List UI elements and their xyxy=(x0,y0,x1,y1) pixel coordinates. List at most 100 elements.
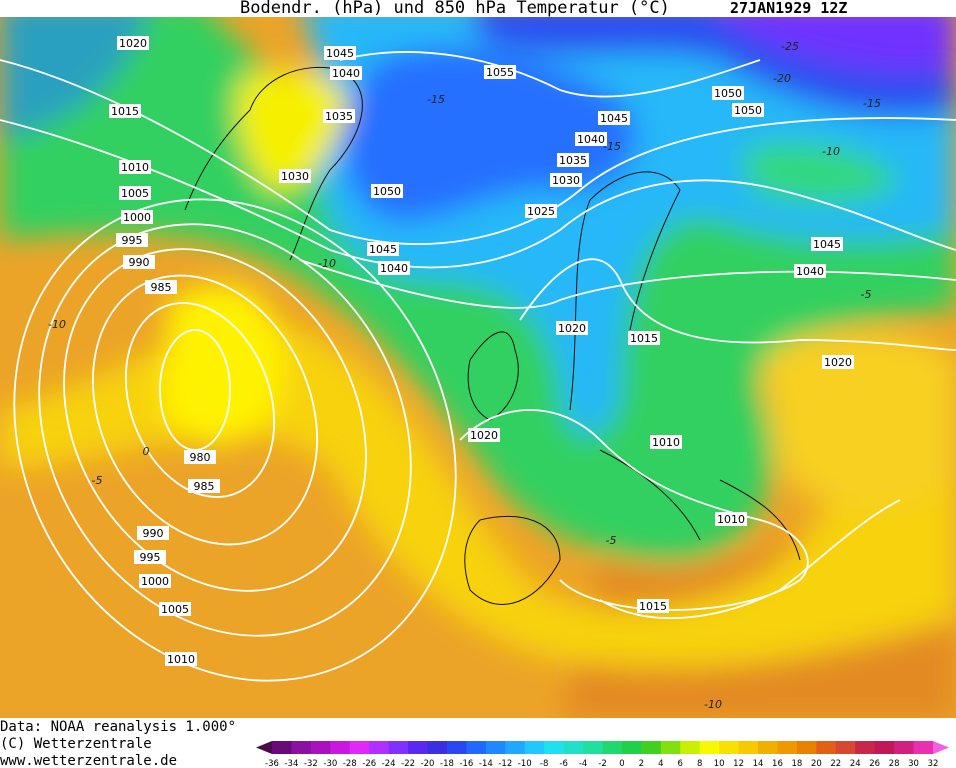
isobar-label: 980 xyxy=(190,451,211,464)
isobar-label: 995 xyxy=(122,234,143,247)
coastlines xyxy=(184,66,801,605)
colorbar-cell xyxy=(272,741,292,754)
isobar-label: 1030 xyxy=(552,174,580,187)
isobar-label-bg xyxy=(715,512,747,526)
colorbar-cell xyxy=(758,741,778,754)
isobar-label-bg xyxy=(123,255,155,269)
isobar-label: 1000 xyxy=(123,211,151,224)
isobar-label: 1015 xyxy=(639,600,667,613)
colorbar-tick-label: -30 xyxy=(323,759,337,768)
isobar-label-bg xyxy=(525,204,557,218)
colorbar-tick-label: 2 xyxy=(639,759,644,768)
colorbar-arrow-high xyxy=(933,741,949,754)
colorbar-tick-label: -28 xyxy=(343,759,357,768)
colorbar-cell xyxy=(330,741,351,754)
colorbar-cell xyxy=(291,741,312,754)
footer-url: www.wetterzentrale.de xyxy=(0,753,177,768)
colorbar-tick-label: -10 xyxy=(518,759,532,768)
isobar-label: 1010 xyxy=(652,436,680,449)
isobar-label-bg xyxy=(575,132,607,146)
colorbar-tick-label: -18 xyxy=(440,759,454,768)
isobar-label-bg xyxy=(557,153,589,167)
isobar-label-bg xyxy=(119,160,151,174)
colorbar-tick-label: 12 xyxy=(733,759,744,768)
isobar-label-bg xyxy=(159,602,191,616)
colorbar-cell xyxy=(446,741,467,754)
colorbar-cell xyxy=(544,741,565,754)
colorbar-tick-label: -36 xyxy=(265,759,279,768)
colorbar-cell xyxy=(427,741,448,754)
temperature-label: -20 xyxy=(773,72,791,85)
isobar-label-bg xyxy=(324,46,356,60)
isobar-label-bg xyxy=(117,36,149,50)
isobar-label-bg xyxy=(165,652,197,666)
colorbar-tick-label: 32 xyxy=(928,759,939,768)
isobar-label-bg xyxy=(712,86,744,100)
footer-source: Data: NOAA reanalysis 1.000° xyxy=(0,719,236,735)
colorbar-tick-label: -6 xyxy=(559,759,567,768)
colorbar-tick-label: 30 xyxy=(908,759,919,768)
isobar-label-bg xyxy=(732,103,764,117)
colorbar-tick-label: -26 xyxy=(362,759,376,768)
colorbar-cell xyxy=(583,741,603,754)
colorbar-cell xyxy=(524,741,545,754)
isobar-label: 1020 xyxy=(119,37,147,50)
temperature-label: -15 xyxy=(603,140,621,153)
colorbar-cell xyxy=(563,741,584,754)
isobar-label: 985 xyxy=(194,480,215,493)
isobar-label: 1045 xyxy=(326,47,354,60)
temperature-label: -5 xyxy=(861,288,872,301)
isobar-label-bg xyxy=(184,450,216,464)
isobar-label-bg xyxy=(330,66,362,80)
temperature-label: -25 xyxy=(781,40,799,53)
temperature-label: 0 xyxy=(143,445,150,458)
temperature-label: -10 xyxy=(822,145,840,158)
colorbar-tick-label: 6 xyxy=(678,759,683,768)
colorbar-cell xyxy=(680,741,701,754)
isobar-label-bg xyxy=(556,321,588,335)
isobar-label: 995 xyxy=(140,551,161,564)
colorbar: -36 -34 -32 -30 -28 -26 -24 -22 -20 -18 -16 -14 -12-… xyxy=(256,741,949,768)
temperature-label: -5 xyxy=(92,474,103,487)
colorbar-cell xyxy=(913,741,934,754)
colorbar-cell xyxy=(408,741,429,754)
isobar-label-bg xyxy=(484,65,516,79)
colorbar-cell xyxy=(816,741,837,754)
colorbar-arrow-low xyxy=(256,741,272,754)
isobar-label-bg xyxy=(137,526,169,540)
isobar-label-bg xyxy=(134,550,166,564)
colorbar-tick-label: -2 xyxy=(598,759,606,768)
isobar-label: 1040 xyxy=(380,262,408,275)
colorbar-tick-label: -8 xyxy=(540,759,548,768)
footer-copyright: (C) Wetterzentrale xyxy=(0,736,152,752)
colorbar-cell xyxy=(349,741,370,754)
isobar-label-bg xyxy=(628,331,660,345)
colorbar-tick-label: 22 xyxy=(830,759,841,768)
colorbar-cell xyxy=(777,741,798,754)
isobar-label: 1050 xyxy=(714,87,742,100)
isobar-label: 1015 xyxy=(111,105,139,118)
temperature-label: -15 xyxy=(427,93,445,106)
isobar-label: 1050 xyxy=(373,185,401,198)
isobar-label: 1045 xyxy=(369,243,397,256)
isobar-label: 1000 xyxy=(141,575,169,588)
contour-labels: 1020 1045 1040 1055 1015 1035 1045 1050 1050 1040… xyxy=(48,36,881,711)
colorbar-tick-label: 28 xyxy=(889,759,900,768)
isobar-label-bg xyxy=(109,104,141,118)
isobar-label: 1040 xyxy=(796,265,824,278)
isobar-label: 1040 xyxy=(332,67,360,80)
temperature-label: -10 xyxy=(704,698,722,711)
colorbar-cell xyxy=(466,741,487,754)
isobar-label-bg xyxy=(116,233,148,247)
colorbar-tick-label: -32 xyxy=(304,759,318,768)
colorbar-cell xyxy=(621,741,642,754)
isobar-label-bg xyxy=(794,264,826,278)
colorbar-tick-label: -22 xyxy=(401,759,415,768)
colorbar-tick-label: 18 xyxy=(791,759,802,768)
colorbar-tick-label: -12 xyxy=(498,759,512,768)
colorbar-cell xyxy=(660,741,681,754)
isobar-label: 1035 xyxy=(559,154,587,167)
isobar-label: 990 xyxy=(129,256,150,269)
